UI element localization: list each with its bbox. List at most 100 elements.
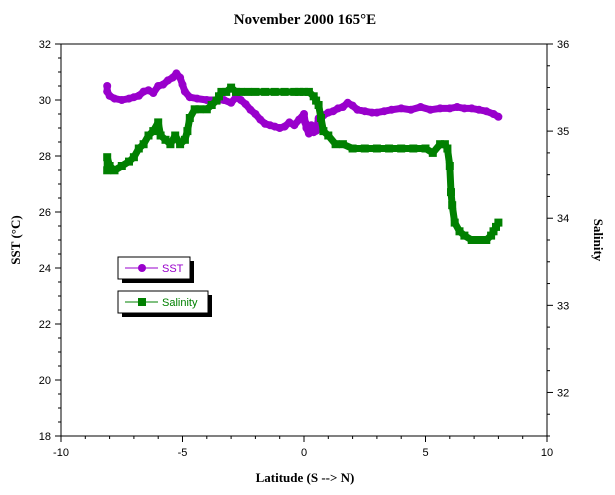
salinity-point (309, 92, 318, 101)
y2-tick-label: 34 (557, 213, 569, 225)
salinity-point (319, 127, 328, 136)
sst-point (416, 103, 425, 111)
sst-point (295, 115, 304, 124)
y2-axis-label: Salinity (591, 219, 606, 262)
salinity-point (450, 218, 459, 227)
salinity-point (331, 140, 340, 149)
salinity-point (212, 96, 221, 105)
salinity-point (467, 236, 476, 244)
legend-sst: SST (117, 256, 194, 283)
salinity-point (110, 166, 119, 175)
x-axis: -10 -5 0 5 10 (53, 436, 553, 459)
legend-salinity-label: Salinity (162, 297, 198, 309)
salinity-point (156, 131, 165, 140)
salinity-point (176, 140, 185, 149)
y-tick-label: 18 (39, 431, 51, 443)
salinity-point (185, 114, 194, 122)
salinity-point (232, 87, 240, 96)
salinity-point (125, 157, 133, 166)
y-tick-label: 30 (39, 95, 51, 107)
salinity-point (117, 162, 126, 170)
salinity-point (103, 153, 112, 162)
salinity-point (372, 144, 381, 153)
salinity-point (324, 131, 333, 140)
salinity-point (360, 144, 369, 153)
legend-salinity-marker (138, 298, 146, 306)
salinity-point (482, 236, 491, 244)
y-tick-label: 24 (39, 263, 51, 275)
salinity-point (314, 101, 323, 109)
salinity-point (129, 153, 138, 162)
sst-point (475, 105, 483, 114)
salinity-point (236, 87, 245, 96)
salinity-point (475, 236, 483, 244)
y2-tick-label: 35 (557, 126, 569, 138)
sst-point (103, 82, 112, 90)
salinity-point (251, 87, 260, 96)
salinity-point (448, 201, 457, 210)
salinity-point (154, 118, 163, 127)
salinity-point (207, 101, 216, 109)
sst-point (445, 104, 454, 113)
salinity-point (180, 135, 189, 144)
sst-point (110, 94, 119, 103)
x-tick-label: -10 (53, 447, 69, 459)
salinity-point (144, 131, 153, 140)
sst-point (193, 94, 202, 103)
salinity-point (270, 87, 279, 96)
salinity-point (348, 144, 357, 153)
y2-tick-label: 33 (557, 300, 569, 312)
sst-point (360, 107, 369, 116)
salinity-point (215, 92, 223, 101)
sst-point (176, 73, 185, 82)
sst-point (307, 121, 316, 130)
sst-point (251, 110, 260, 118)
salinity-point (409, 144, 418, 153)
salinity-point (445, 162, 454, 170)
series-layer (103, 69, 503, 244)
y-tick-label: 22 (39, 319, 51, 331)
x-tick-label: 10 (541, 447, 553, 459)
y-tick-label: 20 (39, 375, 51, 387)
y-axis-label: SST (°C) (8, 215, 23, 264)
sst-point (180, 87, 189, 96)
y-tick-label: 26 (39, 207, 51, 219)
sst-point (241, 100, 250, 109)
sst-point (387, 105, 396, 114)
y-tick-label: 32 (39, 39, 51, 51)
salinity-point (290, 87, 299, 96)
chart-title: November 2000 165°E (234, 12, 376, 28)
sst-point (178, 80, 187, 89)
sst-point (312, 126, 321, 135)
salinity-point (202, 105, 211, 114)
salinity-point (105, 162, 114, 170)
salinity-point (304, 87, 313, 96)
sst-point (406, 105, 415, 114)
sst-point (290, 121, 299, 130)
sst-point (300, 110, 308, 118)
salinity-point (300, 87, 308, 96)
legend-salinity: Salinity (117, 290, 212, 317)
salinity-point (217, 87, 226, 96)
salinity-point (139, 140, 148, 149)
salinity-point (103, 166, 112, 175)
y-axis-left: 18 20 22 24 26 28 30 32 (39, 39, 61, 443)
sst-point (227, 98, 236, 107)
salinity-point (161, 135, 170, 144)
sst-point (117, 96, 126, 104)
sst-point (380, 107, 389, 116)
salinity-point (494, 218, 503, 227)
salinity-point (338, 140, 347, 149)
sst-point (426, 105, 435, 114)
y2-tick-label: 36 (557, 39, 569, 51)
salinity-point (244, 87, 253, 96)
salinity-point (487, 231, 496, 240)
salinity-point (492, 222, 500, 231)
sst-point (494, 112, 503, 121)
salinity-point (183, 127, 192, 136)
salinity-point (261, 87, 270, 96)
sst-point (453, 103, 462, 111)
y-axis-right: 32 33 34 35 36 (547, 39, 569, 437)
sst-point (467, 104, 476, 113)
x-tick-label: 5 (422, 447, 428, 459)
